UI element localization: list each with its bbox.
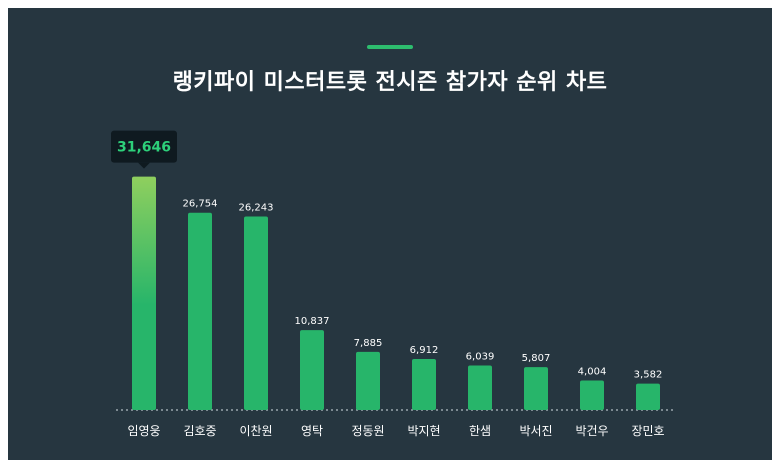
title-accent-line: [367, 45, 413, 49]
bar-9: [580, 380, 604, 410]
bar-7: [468, 365, 492, 410]
category-label: 임영웅: [127, 424, 160, 438]
category-label: 김호중: [183, 424, 216, 438]
bar-8: [524, 367, 548, 410]
bar-chart: 31,646 임영웅 26,754 김호중 26,243 이찬원 10,837 영탁 7,885…: [111, 130, 674, 438]
bar-value-label: 26,754: [183, 199, 218, 210]
category-label: 한샘: [469, 424, 491, 438]
category-label: 장민호: [631, 424, 664, 438]
category-label: 이찬원: [239, 423, 272, 438]
bar-value-label: 7,885: [354, 338, 383, 349]
bar-1: [132, 176, 156, 410]
bar-value-label: 4,004: [578, 366, 607, 377]
chart-panel: 랭키파이 미스터트롯 전시즌 참가자 순위 차트 31,646 임영웅 26,754…: [8, 8, 772, 460]
bar-value-label: 10,837: [295, 316, 330, 327]
bar-value-label: 6,912: [410, 345, 439, 356]
bar-5: [356, 351, 380, 410]
value-tooltip: [111, 130, 177, 163]
category-label: 정동원: [351, 424, 384, 438]
category-label: 박서진: [519, 424, 552, 438]
bar-value-label: 5,807: [522, 353, 551, 364]
chart-title: 랭키파이 미스터트롯 전시즌 참가자 순위 차트: [172, 70, 608, 95]
category-label: 박지현: [407, 424, 440, 438]
bar-2: [188, 212, 212, 410]
tooltip-pointer: [138, 162, 150, 169]
bar-10: [636, 383, 660, 410]
bar-6: [412, 359, 436, 410]
tooltip-value-label: 31,646: [117, 140, 171, 156]
bar-value-label: 6,039: [466, 351, 495, 362]
bar-4: [300, 330, 324, 410]
bar-value-label: 3,582: [634, 370, 663, 381]
bar-value-label: 26,243: [239, 202, 274, 213]
category-label: 영탁: [301, 424, 323, 438]
category-label: 박건우: [575, 424, 608, 438]
bar-3: [244, 216, 268, 410]
